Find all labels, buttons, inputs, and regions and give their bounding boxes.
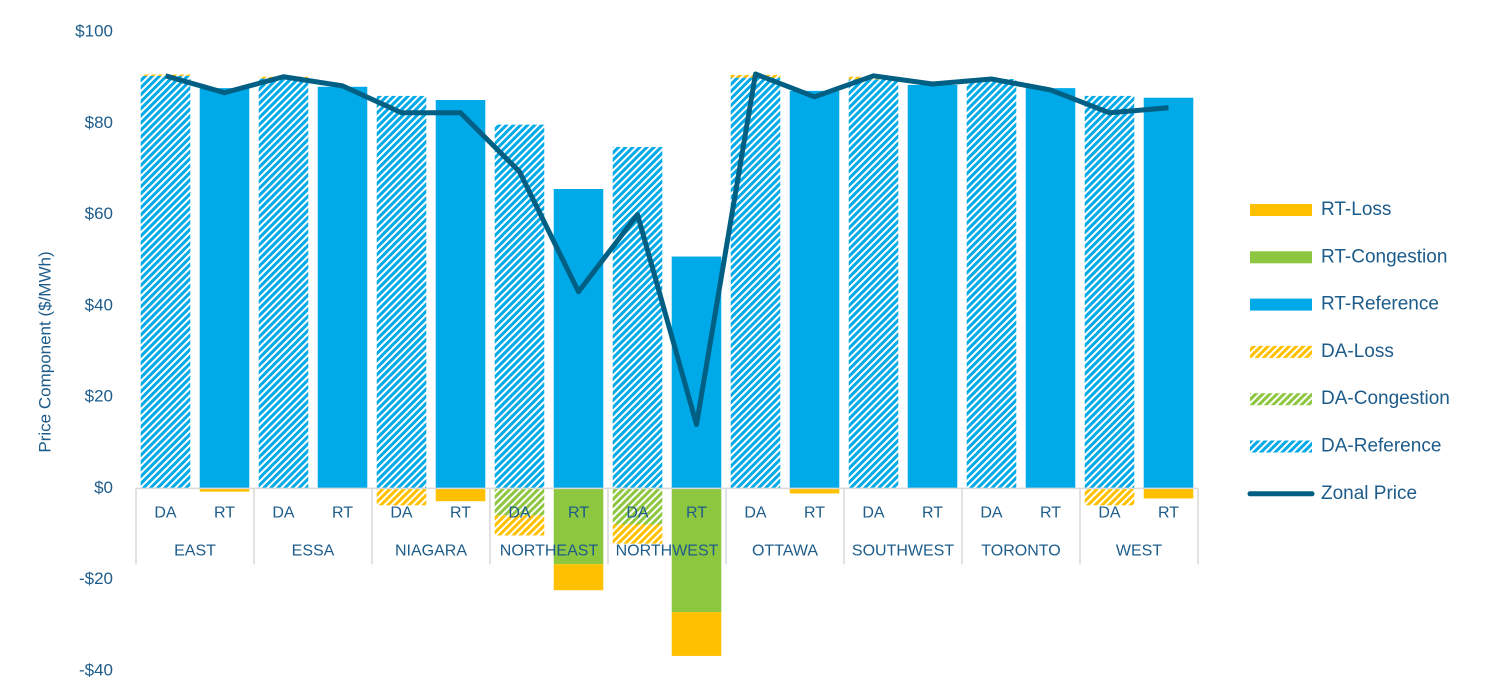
bar-segment	[848, 79, 899, 489]
x-tick-label: RT	[922, 505, 943, 522]
bar-segment	[553, 564, 604, 591]
x-tick-label: RT	[332, 505, 353, 522]
legend-label: DA-Congestion	[1321, 388, 1450, 409]
x-group-label: EAST	[174, 543, 216, 560]
bar-segment	[435, 488, 486, 502]
bar-segment	[1143, 97, 1194, 489]
bar-segment	[789, 90, 840, 489]
bar-segment	[789, 488, 840, 494]
bar-segment	[199, 88, 250, 489]
y-tick-label: $60	[85, 204, 113, 223]
x-tick-label: DA	[508, 505, 531, 522]
y-tick-label: -$20	[79, 569, 113, 588]
bar-segment	[612, 147, 663, 489]
y-tick-label: $20	[85, 387, 113, 406]
x-group-label: WEST	[1116, 543, 1162, 560]
bar-segment	[140, 74, 191, 76]
legend-swatch	[1250, 204, 1312, 216]
legend-swatch	[1250, 345, 1312, 358]
legend-label: DA-Loss	[1321, 341, 1394, 362]
bar-segment	[494, 515, 545, 536]
legend-label: RT-Congestion	[1321, 246, 1447, 267]
bar-segment	[553, 488, 604, 565]
x-tick-label: DA	[272, 505, 295, 522]
bar-segment	[671, 256, 722, 489]
x-tick-label: DA	[744, 505, 767, 522]
bar-segment	[671, 612, 722, 656]
x-tick-label: RT	[804, 505, 825, 522]
y-tick-label: $80	[85, 113, 113, 132]
bar-segment	[199, 488, 250, 492]
bar-segment	[966, 79, 1017, 489]
x-tick-label: DA	[862, 505, 885, 522]
x-group-label: ESSA	[292, 543, 335, 560]
legend-label: Zonal Price	[1321, 483, 1417, 504]
bar-segment	[494, 124, 545, 489]
x-group-label: OTTAWA	[752, 543, 818, 560]
x-group-label: NORTHEAST	[500, 543, 599, 560]
bar-segment	[1084, 95, 1135, 489]
x-tick-label: RT	[450, 505, 471, 522]
x-tick-label: RT	[686, 505, 707, 522]
x-group-label: SOUTHWEST	[852, 543, 954, 560]
x-group-label: TORONTO	[981, 543, 1060, 560]
x-tick-label: DA	[154, 505, 177, 522]
x-group-label: NORTHWEST	[616, 543, 719, 560]
bar-segment	[1025, 88, 1076, 489]
x-tick-label: RT	[568, 505, 589, 522]
y-tick-label: $40	[85, 295, 113, 314]
bar-segment	[317, 86, 368, 489]
x-group-label: NIAGARA	[395, 543, 467, 560]
x-tick-label: RT	[1040, 505, 1061, 522]
x-tick-label: RT	[214, 505, 235, 522]
x-tick-label: DA	[626, 505, 649, 522]
bar-segment	[1143, 488, 1194, 499]
bar-segment	[730, 77, 781, 489]
y-tick-label: -$40	[79, 660, 113, 679]
bar-segment	[435, 100, 486, 489]
x-tick-label: RT	[1158, 505, 1179, 522]
bar-segment	[376, 488, 427, 506]
bar-segment	[1084, 488, 1135, 506]
bar-segment	[612, 488, 663, 525]
y-tick-label: $0	[94, 478, 113, 497]
legend-label: RT-Loss	[1321, 199, 1391, 220]
x-tick-label: DA	[1098, 505, 1121, 522]
bar-segment	[671, 488, 722, 613]
legend-label: RT-Reference	[1321, 294, 1439, 315]
bar-segment	[140, 75, 191, 489]
legend-swatch	[1250, 251, 1312, 264]
x-tick-label: DA	[390, 505, 413, 522]
x-tick-label: DA	[980, 505, 1003, 522]
y-axis-label: Price Component ($/MWh)	[35, 251, 54, 452]
zonal-price-line	[164, 71, 1169, 428]
bar-segment	[612, 524, 663, 544]
legend-swatch	[1250, 393, 1312, 406]
legend-swatch	[1250, 440, 1312, 453]
bar-segment	[376, 95, 427, 489]
y-tick-label: $100	[75, 21, 113, 40]
bar-segment	[553, 189, 604, 489]
bar-segment	[258, 78, 309, 489]
bar-segment	[494, 488, 545, 516]
legend-label: DA-Reference	[1321, 436, 1441, 457]
legend-swatch	[1250, 298, 1312, 311]
bar-segment	[907, 84, 958, 489]
